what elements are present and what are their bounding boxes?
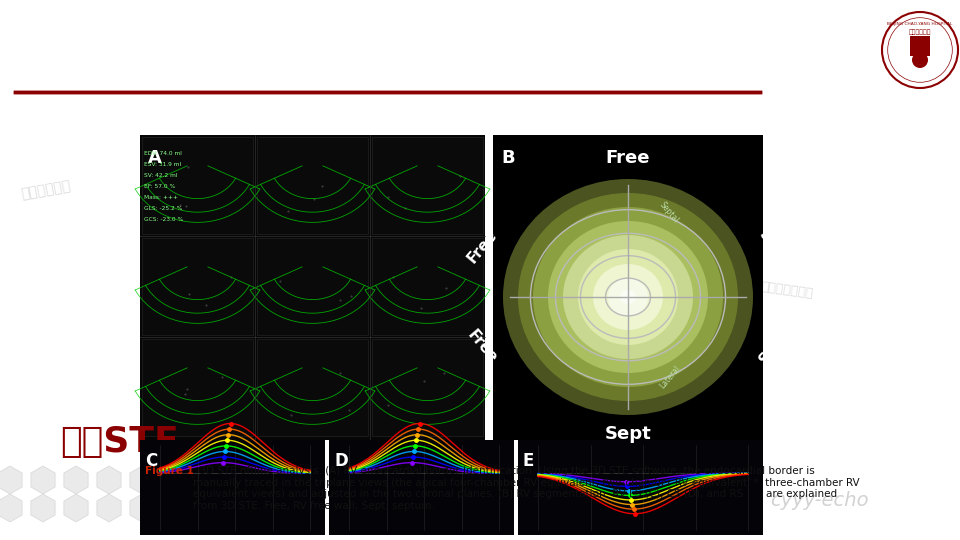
- Bar: [372, 339, 483, 436]
- Ellipse shape: [563, 235, 693, 359]
- Text: Free: Free: [465, 228, 500, 266]
- Text: EF: 57.0 %: EF: 57.0 %: [144, 184, 176, 189]
- Text: GLS: -25.2 %: GLS: -25.2 %: [144, 206, 182, 211]
- Bar: [142, 238, 253, 335]
- Ellipse shape: [548, 221, 708, 373]
- Bar: [257, 238, 368, 335]
- Text: Mass: +++: Mass: +++: [144, 195, 178, 200]
- Text: cyyy-echo: cyyy-echo: [770, 491, 869, 510]
- Bar: [257, 339, 368, 436]
- Polygon shape: [31, 466, 55, 494]
- Polygon shape: [130, 466, 155, 494]
- Text: B: B: [501, 149, 515, 167]
- Text: 首都医科大学: 首都医科大学: [20, 179, 72, 201]
- Text: C: C: [145, 452, 157, 470]
- Bar: [140, 135, 485, 440]
- Ellipse shape: [533, 207, 723, 387]
- Ellipse shape: [503, 179, 753, 415]
- Bar: [372, 238, 483, 335]
- Polygon shape: [196, 466, 220, 494]
- Text: 3D STE offline analysis. (A) RV endocardial border identification. Using the 3D : 3D STE offline analysis. (A) RV endocard…: [193, 466, 859, 511]
- Text: Sept: Sept: [756, 227, 793, 267]
- Text: Lateral: Lateral: [658, 364, 683, 390]
- Bar: [257, 137, 368, 234]
- Polygon shape: [0, 494, 22, 522]
- Polygon shape: [163, 494, 187, 522]
- Text: 三维STE: 三维STE: [60, 425, 179, 459]
- Text: Sept: Sept: [756, 327, 793, 367]
- Text: Free: Free: [465, 328, 500, 366]
- Text: 医院心脏超声科: 医院心脏超声科: [760, 280, 814, 300]
- Polygon shape: [130, 494, 155, 522]
- Bar: [142, 137, 253, 234]
- Text: D: D: [334, 452, 348, 470]
- Polygon shape: [31, 494, 55, 522]
- Text: E: E: [523, 452, 535, 470]
- Bar: [329, 440, 514, 535]
- Bar: [518, 440, 763, 535]
- Ellipse shape: [593, 264, 663, 330]
- Text: Free: Free: [606, 149, 650, 167]
- Text: Sept: Sept: [605, 425, 652, 443]
- Polygon shape: [97, 494, 121, 522]
- Text: ESV: 31.9 ml: ESV: 31.9 ml: [144, 162, 181, 167]
- Ellipse shape: [578, 249, 678, 345]
- Ellipse shape: [620, 290, 636, 304]
- Polygon shape: [97, 466, 121, 494]
- Text: BEIJING CHAO-YANG HOSPITAL: BEIJING CHAO-YANG HOSPITAL: [887, 22, 952, 26]
- Text: 北京朝阳医院: 北京朝阳医院: [909, 29, 931, 35]
- Bar: [372, 137, 483, 234]
- Bar: [140, 440, 325, 535]
- Text: Figure 1: Figure 1: [145, 466, 194, 476]
- Polygon shape: [64, 494, 88, 522]
- Bar: [493, 135, 763, 440]
- Polygon shape: [64, 466, 88, 494]
- Bar: [910, 36, 930, 56]
- Text: SV: 42.2 ml: SV: 42.2 ml: [144, 173, 178, 178]
- Ellipse shape: [518, 193, 738, 401]
- Text: A: A: [148, 149, 162, 167]
- Polygon shape: [196, 494, 220, 522]
- Bar: [142, 339, 253, 436]
- Polygon shape: [163, 466, 187, 494]
- Polygon shape: [0, 466, 22, 494]
- Text: Septal: Septal: [658, 200, 681, 224]
- Ellipse shape: [608, 278, 648, 316]
- Text: EDV: 74.0 ml: EDV: 74.0 ml: [144, 151, 181, 156]
- Circle shape: [912, 52, 928, 68]
- Text: GCS: -23.0 %: GCS: -23.0 %: [144, 217, 183, 222]
